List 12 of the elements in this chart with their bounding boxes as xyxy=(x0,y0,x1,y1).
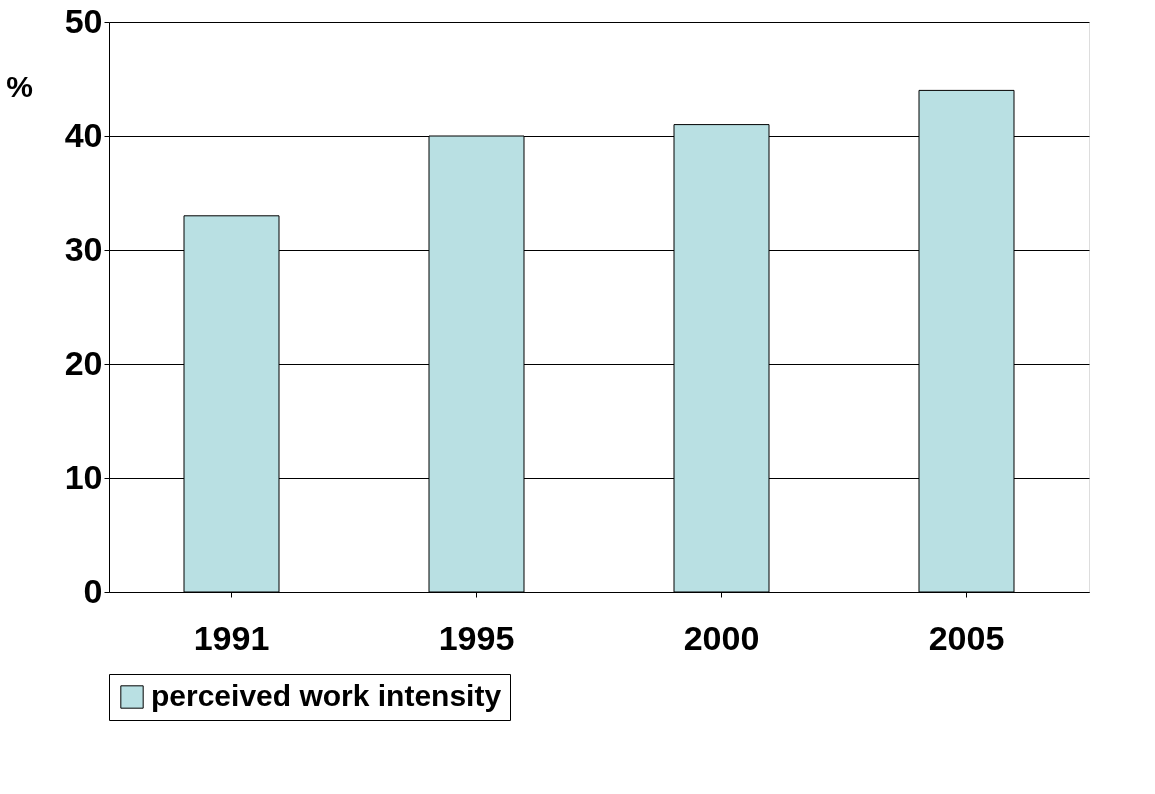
x-tick-label: 1995 xyxy=(438,618,515,657)
x-tick-label: 1991 xyxy=(193,618,270,657)
y-tick-label: 50 xyxy=(64,1,103,40)
y-tick-label: 40 xyxy=(64,115,103,154)
y-tick-label: 10 xyxy=(64,457,103,496)
y-tick-label: 30 xyxy=(64,229,103,268)
y-axis-title: % xyxy=(6,69,33,103)
y-tick-label: 20 xyxy=(64,343,103,382)
x-tick-label: 2005 xyxy=(928,618,1005,657)
legend-label: perceived work intensity xyxy=(151,679,502,712)
y-tick-label: 0 xyxy=(83,571,103,610)
x-tick-label: 2000 xyxy=(683,618,760,657)
